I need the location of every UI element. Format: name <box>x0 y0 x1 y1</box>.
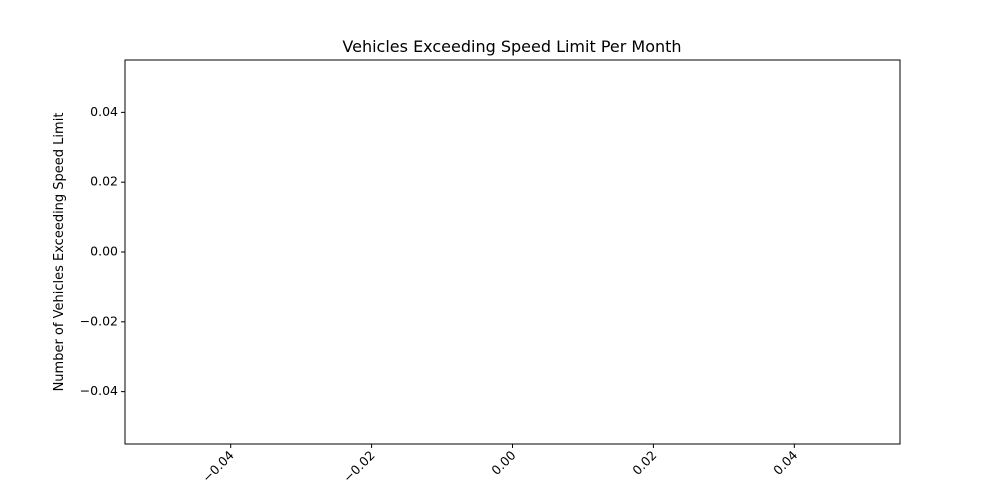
y-tick-label: −0.02 <box>80 313 118 328</box>
y-tick-label: 0.00 <box>90 244 118 259</box>
chart-title: Vehicles Exceeding Speed Limit Per Month <box>342 37 681 56</box>
y-tick-label: 0.04 <box>90 104 118 119</box>
y-tick-label: 0.02 <box>90 174 118 189</box>
y-tick-label: −0.04 <box>80 383 118 398</box>
y-axis-label: Number of Vehicles Exceeding Speed Limit <box>52 113 67 392</box>
y-axis-ticks: 0.04 0.02 0.00 −0.02 −0.04 <box>80 104 125 398</box>
